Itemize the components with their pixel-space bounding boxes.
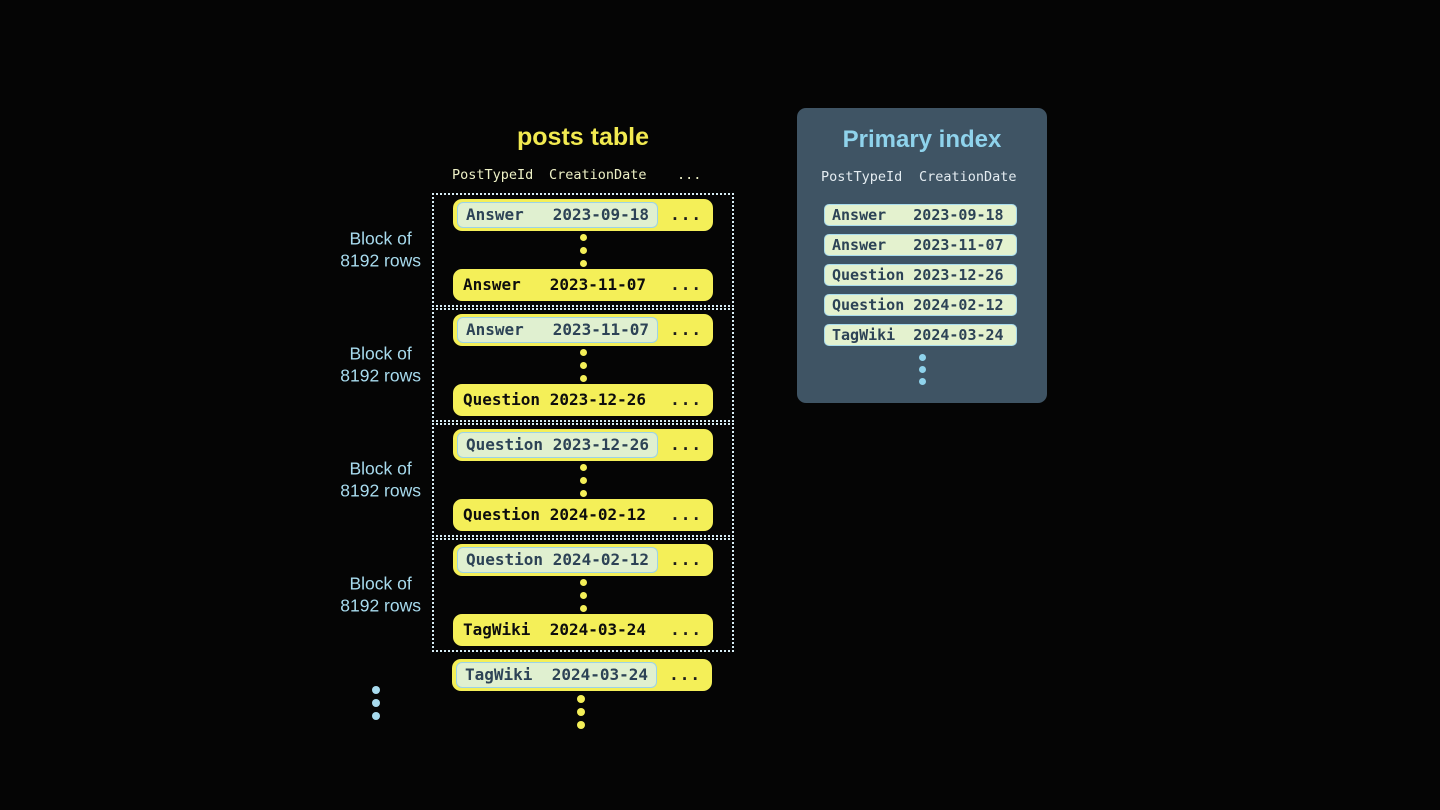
column-header-creationdate: CreationDate [549, 167, 647, 183]
hidden-rows-ellipsis-dots [579, 233, 587, 267]
creation-date-cell: 2024-02-12 [913, 295, 1004, 314]
table-row-first: Question 2023-12-26 ... [453, 429, 713, 461]
more-blocks-ellipsis-dots [372, 686, 380, 720]
row-ellipsis: ... [670, 505, 702, 524]
index-entry: Answer 2023-11-07 [824, 234, 1017, 256]
index-entry: Question 2023-12-26 [824, 264, 1017, 286]
index-entry: TagWiki 2024-03-24 [824, 324, 1017, 346]
index-entry-highlight: Answer 2023-09-18 [457, 202, 659, 228]
post-type-cell: Question [463, 390, 541, 409]
block-label-line1: Block of [349, 458, 412, 479]
creation-date-cell: 2023-11-07 [913, 235, 1004, 254]
creation-date-cell: 2024-03-24 [913, 325, 1004, 344]
creation-date-cell: 2023-09-18 [552, 205, 650, 224]
index-entry-highlight: Answer 2023-11-07 [457, 317, 659, 343]
post-type-cell: Question [832, 295, 905, 314]
table-row-next-block-first: TagWiki 2024-03-24 ... [452, 659, 712, 691]
creation-date-cell: 2023-09-18 [913, 205, 1004, 224]
creation-date-cell: 2023-12-26 [552, 435, 650, 454]
block-label-line2: 8192 rows [340, 365, 421, 385]
post-type-cell: Answer [832, 235, 887, 254]
creation-date-cell: 2023-11-07 [549, 275, 647, 294]
posts-table-column-header: PostTypeId CreationDate ... [452, 166, 722, 184]
more-index-entries-ellipsis-dots [797, 354, 1047, 385]
posts-table-blocks: Block of 8192 rows Answer 2023-09-18 ... … [340, 193, 734, 652]
hidden-rows-ellipsis-dots [579, 463, 587, 497]
block-label-line1: Block of [349, 573, 412, 594]
block-label-line2: 8192 rows [340, 250, 421, 270]
primary-index-entries: Answer 2023-09-18 Answer 2023-11-07 Questi… [824, 204, 1017, 346]
creation-date-cell: 2023-11-07 [552, 320, 650, 339]
hidden-rows-ellipsis-dots [579, 578, 587, 612]
creation-date-cell: 2023-12-26 [549, 390, 647, 409]
post-type-cell: Answer [466, 320, 524, 339]
block-size-label: Block of 8192 rows [340, 229, 421, 272]
block-label-line2: 8192 rows [340, 595, 421, 615]
row-block-2: Block of 8192 rows Answer 2023-11-07 ... … [340, 308, 734, 422]
table-row-last: Question 2023-12-26 ... [453, 384, 713, 416]
post-type-cell: Question [463, 505, 541, 524]
primary-index-panel: Primary index PostTypeId CreationDate An… [797, 108, 1047, 403]
row-block-3: Block of 8192 rows Question 2023-12-26 ..… [340, 423, 734, 537]
post-type-cell: TagWiki [463, 620, 531, 639]
primary-index-title: Primary index [842, 126, 1002, 153]
row-block-4: Block of 8192 rows Question 2024-02-12 ..… [340, 538, 734, 652]
post-type-cell: Answer [466, 205, 524, 224]
table-row-first: Answer 2023-11-07 ... [453, 314, 713, 346]
index-entry-highlight: Question 2023-12-26 [457, 432, 659, 458]
creation-date-cell: 2024-02-12 [549, 505, 647, 524]
post-type-cell: Question [832, 265, 905, 284]
row-ellipsis: ... [670, 320, 702, 339]
post-type-cell: TagWiki [832, 325, 896, 344]
row-ellipsis: ... [670, 620, 702, 639]
posts-table-title: posts table [517, 123, 649, 151]
creation-date-cell: 2023-12-26 [913, 265, 1004, 284]
row-block-1: Block of 8192 rows Answer 2023-09-18 ... … [340, 193, 734, 307]
post-type-cell: TagWiki [465, 665, 533, 684]
block-size-label: Block of 8192 rows [340, 459, 421, 502]
block-size-label: Block of 8192 rows [340, 574, 421, 617]
column-header-posttypeid: PostTypeId [452, 167, 534, 183]
index-entry: Answer 2023-09-18 [824, 204, 1017, 226]
row-ellipsis: ... [670, 435, 702, 454]
block-label-line1: Block of [349, 228, 412, 249]
block-label-line2: 8192 rows [340, 480, 421, 500]
creation-date-cell: 2024-03-24 [549, 620, 647, 639]
hidden-rows-ellipsis-dots [579, 348, 587, 382]
index-entry-highlight: TagWiki 2024-03-24 [456, 662, 658, 688]
post-type-cell: Question [466, 550, 544, 569]
post-type-cell: Answer [832, 205, 887, 224]
column-header-creationdate: CreationDate [919, 169, 1017, 185]
column-header-more: ... [677, 167, 702, 183]
creation-date-cell: 2024-02-12 [552, 550, 650, 569]
post-type-cell: Question [466, 435, 544, 454]
table-row-last: Question 2024-02-12 ... [453, 499, 713, 531]
row-ellipsis: ... [670, 205, 702, 224]
index-entry-highlight: Question 2024-02-12 [457, 547, 659, 573]
row-ellipsis: ... [670, 275, 702, 294]
table-row-first: Question 2024-02-12 ... [453, 544, 713, 576]
index-entry: Question 2024-02-12 [824, 294, 1017, 316]
row-ellipsis: ... [669, 665, 701, 684]
creation-date-cell: 2024-03-24 [551, 665, 649, 684]
column-header-posttypeid: PostTypeId [821, 169, 903, 185]
primary-index-column-header: PostTypeId CreationDate [797, 168, 1047, 186]
table-row-first: Answer 2023-09-18 ... [453, 199, 713, 231]
post-type-cell: Answer [463, 275, 521, 294]
table-row-last: TagWiki 2024-03-24 ... [453, 614, 713, 646]
row-ellipsis: ... [670, 550, 702, 569]
more-rows-ellipsis-dots [577, 695, 585, 729]
table-row-last: Answer 2023-11-07 ... [453, 269, 713, 301]
row-ellipsis: ... [670, 390, 702, 409]
block-size-label: Block of 8192 rows [340, 344, 421, 387]
block-label-line1: Block of [349, 343, 412, 364]
